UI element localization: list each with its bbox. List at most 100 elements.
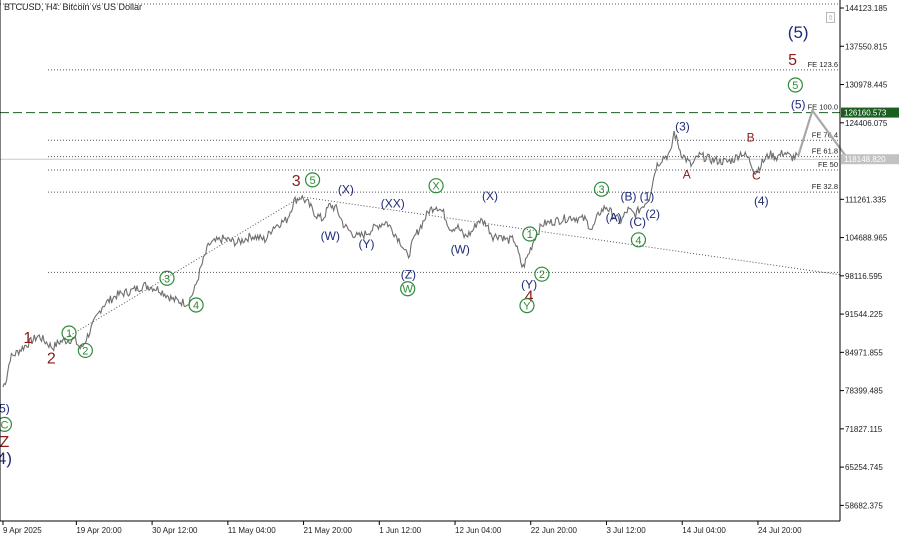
wave-label: (W): [451, 242, 470, 256]
wave-label: C: [752, 168, 761, 182]
chart-settings-icon[interactable]: ⇧: [826, 12, 835, 23]
wave-label-circle: [0, 416, 13, 432]
x-tick-label: 24 Jul 20:00: [758, 526, 802, 535]
wave-label-circle: [77, 342, 93, 359]
wave-label-circle: [522, 226, 538, 242]
wave-label: 5: [788, 52, 797, 69]
wave-label: (W): [321, 229, 340, 243]
wave-label: (2): [645, 207, 660, 221]
wave-label: 5: [792, 80, 798, 92]
x-tick-label: 1 Jun 12:00: [379, 526, 421, 535]
fibonacci-levels-layer: FE 123.6 FE 100.0 FE 76.4 FE 61.8 FE 50 FE 32…: [0, 60, 841, 343]
wave-label: Y: [523, 301, 531, 313]
wave-label: 4: [635, 235, 641, 247]
wave-label: (C): [629, 215, 646, 229]
wave-label: 2: [47, 351, 56, 368]
chart-title: BTCUSD, H4: Bitcoin vs US Dollar: [4, 2, 143, 12]
wave-label-circle: [593, 181, 610, 197]
wave-label-circle: [188, 297, 204, 313]
trendline: [59, 196, 302, 343]
wave-label: 3: [598, 184, 604, 196]
wave-label: 4): [0, 449, 12, 468]
price-line: [2, 130, 798, 388]
fe-level-label: FE 61.8: [812, 147, 838, 156]
wave-label: (Y): [359, 237, 375, 251]
wave-label: X: [432, 181, 440, 193]
trendline: [301, 196, 841, 276]
y-tick-label: 111261.335: [845, 195, 887, 204]
wave-label: (1): [640, 189, 655, 203]
x-tick-label: 22 Jun 20:00: [531, 526, 578, 535]
wave-label: 1: [527, 229, 533, 241]
wave-label-circle: [519, 298, 535, 314]
fe-level-label: FE 100.0: [808, 103, 838, 112]
wave-label: B: [747, 131, 755, 145]
x-tick-label: 12 Jun 04:00: [455, 526, 502, 535]
wave-label: (Y): [521, 277, 537, 291]
wave-label: 1: [66, 328, 72, 340]
y-tick-label: 91544.225: [845, 310, 883, 319]
y-tick-label: 98116.595: [845, 272, 883, 281]
x-tick-label: 3 Jul 12:00: [607, 526, 647, 535]
y-tick-label: 144123.185: [845, 4, 888, 13]
y-tick-label: 84971.855: [845, 348, 883, 357]
wave-label-circle: [61, 325, 77, 341]
fe-level-label: FE 32.8: [812, 182, 838, 191]
fe-level-label: FE 76.4: [812, 130, 838, 139]
wave-label: (4): [754, 194, 769, 208]
wave-label: (5): [791, 97, 806, 111]
wave-label: 4: [193, 300, 199, 312]
wave-label: Z: [0, 434, 10, 451]
forecast-projection-line: [797, 108, 849, 160]
wave-label: (XX): [381, 196, 405, 210]
x-tick-label: 30 Apr 12:00: [152, 526, 198, 535]
y-tick-label: 104688.965: [845, 234, 888, 243]
x-tick-label: 14 Jul 04:00: [682, 526, 726, 535]
wave-label-circle: [159, 270, 175, 286]
y-tick-label: 137550.815: [845, 42, 888, 51]
wave-label: (A): [606, 210, 622, 224]
wave-label: (X): [338, 182, 354, 196]
wave-label: (3): [675, 120, 690, 134]
wave-label-circle: [787, 77, 803, 93]
wave-label: (5): [788, 23, 809, 42]
wave-label: A: [683, 167, 691, 181]
wave-label: 3: [164, 273, 170, 285]
wave-label: 2: [539, 269, 545, 281]
y-tick-label: 58682.375: [845, 501, 883, 510]
y-tick-label: 130978.445: [845, 81, 888, 90]
x-tick-label: 19 Apr 20:00: [76, 526, 122, 535]
price-series-layer: [2, 108, 849, 388]
price-tag-box: [841, 107, 899, 118]
wave-label: 5: [309, 175, 315, 187]
price-tag-label: 118148.820: [844, 155, 886, 164]
price-tag-label: 126160.573: [844, 109, 887, 118]
y-tick-label: 71827.115: [845, 425, 883, 434]
price-tag-box: [841, 154, 899, 165]
wave-label: C: [0, 419, 8, 431]
x-tick-label: 21 May 20:00: [304, 526, 353, 535]
wave-label: W: [403, 284, 414, 296]
wave-label: (B): [621, 189, 637, 203]
wave-label: 4: [525, 288, 534, 305]
x-tick-label: 11 May 04:00: [228, 526, 276, 535]
y-tick-label: 78399.485: [845, 387, 883, 396]
wave-label: 3: [292, 173, 301, 190]
wave-label-circle: [534, 266, 550, 282]
y-tick-label: 124406.075: [845, 119, 888, 128]
wave-label: 5): [0, 401, 10, 415]
fe-level-label: FE 123.6: [808, 60, 838, 69]
wave-label: 1: [23, 330, 32, 347]
x-tick-label: 9 Apr 2025: [3, 526, 42, 535]
wave-label: 2: [82, 345, 88, 357]
wave-label-circle: [304, 172, 321, 188]
fe-level-label: FE 50: [818, 160, 838, 169]
wave-label: (Z): [401, 267, 416, 281]
wave-label-circle: [630, 232, 647, 248]
wave-label-circle: [428, 178, 444, 194]
y-tick-label: 65254.745: [845, 463, 883, 472]
wave-label: (X): [482, 189, 498, 203]
